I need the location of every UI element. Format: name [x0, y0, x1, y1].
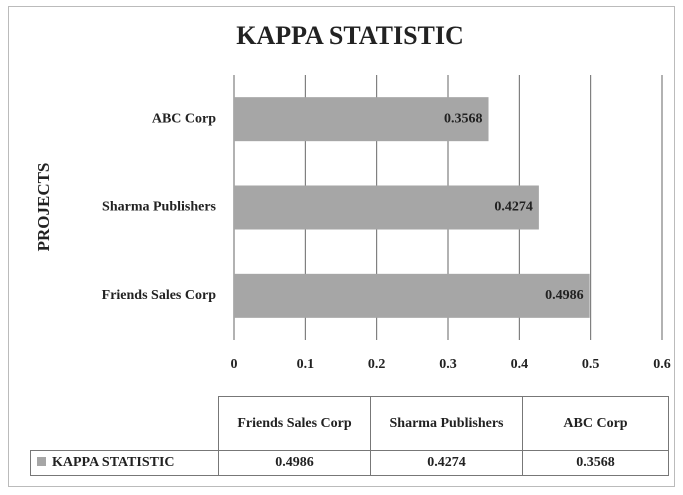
bar-value-label: 0.4274 [494, 200, 533, 215]
table-column-header: ABC Corp [522, 396, 669, 451]
bar-value-label: 0.4986 [545, 288, 584, 303]
legend-label: KAPPA STATISTIC [52, 455, 175, 470]
data-table: Friends Sales Corp Sharma Publishers ABC C… [30, 396, 669, 476]
table-value: 0.4274 [370, 450, 523, 476]
table-column-header: Sharma Publishers [370, 396, 523, 451]
chart-frame [8, 6, 675, 487]
bar [234, 273, 590, 318]
table-value: 0.4986 [218, 450, 371, 476]
table-value: 0.3568 [522, 450, 669, 476]
bar [234, 97, 489, 142]
y-tick-label: Friends Sales Corp [102, 288, 217, 303]
x-tick-label: 0 [231, 357, 238, 372]
bar [234, 185, 539, 230]
x-tick-label: 0.4 [511, 357, 529, 372]
legend-swatch [37, 457, 46, 466]
bar-value-label: 0.3568 [444, 111, 483, 126]
x-tick-label: 0.3 [439, 357, 457, 372]
table-value-row: KAPPA STATISTIC 0.4986 0.4274 0.3568 [30, 450, 669, 476]
x-tick-label: 0.6 [653, 357, 671, 372]
x-tick-label: 0.5 [582, 357, 600, 372]
x-tick-label: 0.1 [297, 357, 315, 372]
table-row-header: KAPPA STATISTIC [30, 450, 219, 476]
x-tick-label: 0.2 [368, 357, 386, 372]
y-tick-label: Sharma Publishers [102, 200, 217, 215]
table-corner [30, 396, 219, 451]
y-axis-title: PROJECTS [34, 163, 53, 252]
table-column-header: Friends Sales Corp [218, 396, 371, 451]
chart-title: KAPPA STATISTIC [236, 21, 464, 50]
table-header-row: Friends Sales Corp Sharma Publishers ABC C… [30, 396, 669, 451]
y-tick-label: ABC Corp [152, 111, 216, 126]
